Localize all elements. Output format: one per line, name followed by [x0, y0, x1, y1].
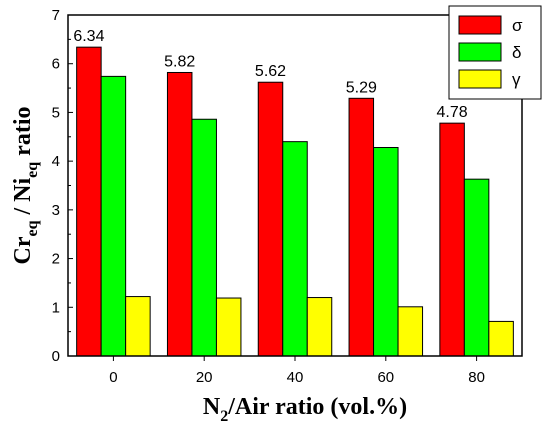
legend-label: γ	[512, 70, 521, 89]
bar-delta-60	[373, 147, 399, 357]
bar-delta-80	[463, 178, 490, 357]
bar-gamma-40	[306, 297, 333, 357]
legend-label: δ	[512, 43, 521, 62]
bar-sigma-60	[348, 97, 375, 357]
bar-sigma-80	[439, 122, 465, 357]
bars-layer	[76, 46, 514, 357]
data-labels-layer: 6.34 5.82 5.62 5.29 4.78	[73, 28, 467, 121]
data-label: 5.62	[255, 63, 286, 80]
x-tick-label: 0	[109, 369, 117, 386]
data-label: 6.34	[73, 28, 104, 45]
legend-label: σ	[512, 16, 523, 35]
y-axis-label: Creq / Nieq ratio	[10, 107, 41, 265]
y-tick-label: 6	[52, 56, 60, 73]
bar-sigma-40	[257, 81, 284, 357]
y-tick-label: 0	[52, 348, 60, 365]
data-label: 5.29	[346, 79, 377, 96]
bar-sigma-0	[76, 46, 102, 357]
bar-gamma-60	[397, 306, 424, 357]
bar-delta-40	[282, 141, 308, 357]
x-axis: 0 20 40 60 80	[109, 356, 485, 386]
legend-swatch	[458, 15, 502, 35]
bar-sigma-20	[166, 71, 193, 357]
x-tick-label: 20	[196, 369, 213, 386]
x-tick-label: 40	[287, 369, 304, 386]
y-tick-label: 3	[52, 202, 60, 219]
data-label: 5.82	[164, 53, 195, 70]
x-tick-label: 60	[377, 369, 394, 386]
y-axis: 0 1 2 3 4 5 6 7	[52, 7, 73, 365]
legend-swatch	[458, 69, 502, 89]
legend: σδγ	[448, 5, 542, 100]
x-axis-label: N2/Air ratio (vol.%)	[203, 394, 407, 422]
legend-swatch	[458, 42, 502, 62]
bar-gamma-80	[488, 320, 514, 357]
y-tick-label: 5	[52, 104, 60, 121]
y-tick-label: 7	[52, 7, 60, 24]
y-tick-label: 1	[52, 299, 60, 316]
y-tick-label: 4	[52, 153, 60, 170]
bar-gamma-0	[125, 296, 151, 357]
x-tick-label: 80	[468, 369, 485, 386]
bar-delta-20	[191, 118, 217, 357]
bar-gamma-20	[215, 297, 242, 357]
y-tick-label: 2	[52, 251, 60, 268]
data-label: 4.78	[437, 104, 468, 121]
bar-delta-0	[100, 75, 127, 357]
